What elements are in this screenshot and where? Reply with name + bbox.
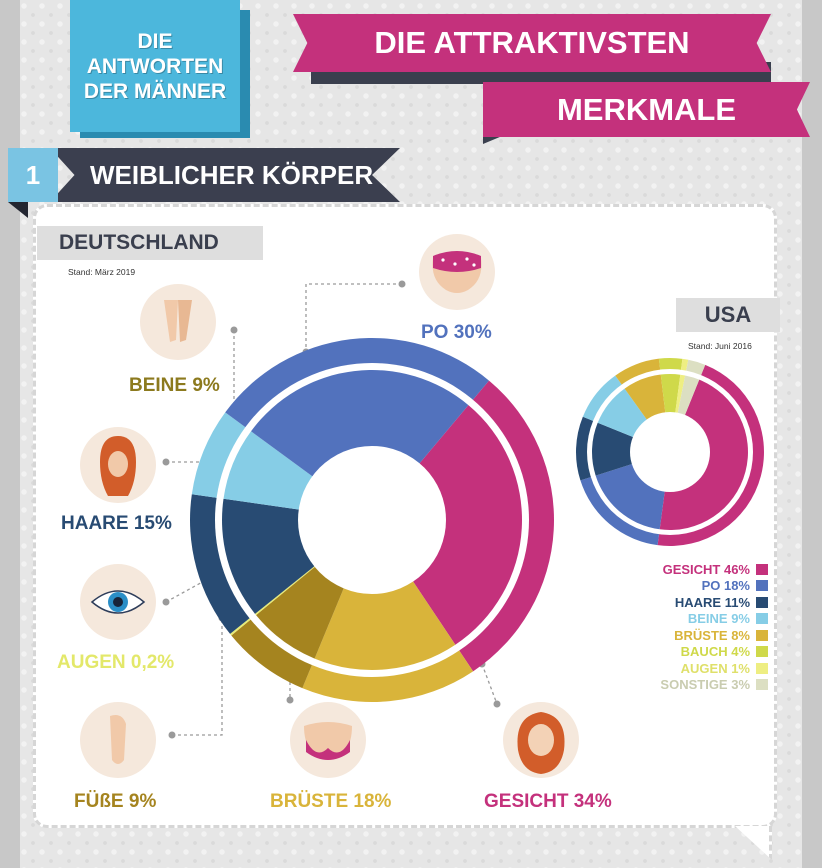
legend-label: BRÜSTE 8% [674,627,750,643]
answers-badge: DIE ANTWORTEN DER MÄNNER [70,0,250,138]
eye-icon [80,564,156,640]
legend-label: AUGEN 1% [680,660,750,676]
label-haare: HAARE 15% [61,513,172,534]
label-po: PO 30% [421,322,492,343]
legend-item-brüste: BRÜSTE 8% [612,627,768,644]
chart-subtitle-deutschland: Stand: März 2019 [68,267,136,277]
legend-item-gesicht: GESICHT 46% [612,561,768,578]
legend-item-augen: AUGEN 1% [612,660,768,677]
legend-label: PO 18% [701,578,750,594]
frame-left [0,0,20,868]
chest-icon [290,702,366,778]
chart-title-usa: USA [676,298,780,332]
connector-lines [165,283,498,736]
chart-subtitle-usa: Stand: Juni 2016 [688,341,752,351]
label-beine: BEINE 9% [129,375,220,396]
legend-label: HAARE 11% [674,594,750,610]
de-inner-slice-brüste [314,520,456,670]
legend-swatch [756,596,768,608]
legend-item-bauch: BAUCH 4% [612,644,768,661]
title-banner-bottom: MERKMALE [483,82,810,144]
legend-label: BEINE 9% [687,611,750,627]
us-donut-hole [630,412,710,492]
section-label: WEIBLICHER KÖRPER 1 [8,148,400,224]
legend-item-sonstige: SONSTIGE 3% [612,677,768,694]
section-number: 1 [8,148,58,202]
frame-right [802,0,822,868]
answers-badge-text: DIE ANTWORTEN DER MÄNNER [83,29,227,103]
legend-label: BAUCH 4% [680,644,750,660]
page-title-line2: MERKMALE [483,82,810,137]
legend-item-haare: HAARE 11% [612,594,768,611]
de-inner-slice-gesicht [372,405,523,645]
label-augen: AUGEN 0,2% [57,652,175,673]
foot-icon [80,702,156,778]
buttocks-icon [419,234,495,310]
legend-swatch [756,662,768,674]
legend-item-beine: BEINE 9% [612,611,768,628]
de-inner-slice-po [251,369,469,520]
legend-label: SONSTIGE 3% [660,677,750,693]
face-icon [503,702,579,778]
legs-icon [140,284,216,360]
legend-swatch [756,580,768,592]
title-banner-top: DIE ATTRAKTIVSTEN [293,14,771,84]
page-title-line1: DIE ATTRAKTIVSTEN [293,14,771,72]
chart-title-deutschland: DEUTSCHLAND [37,226,263,260]
section-title: WEIBLICHER KÖRPER [50,148,400,202]
legend-swatch [756,629,768,641]
legend-label: GESICHT 46% [662,561,750,577]
hair-icon [80,427,156,503]
legend-swatch [756,646,768,658]
legend-swatch [756,563,768,575]
legend-swatch [756,613,768,625]
label-gesicht: GESICHT 34% [484,791,612,812]
label-fuesse: FÜßE 9% [74,791,157,812]
legend-swatch [756,679,768,691]
label-brueste: BRÜSTE 18% [270,791,392,812]
legend-item-po: PO 18% [612,578,768,595]
de-donut-hole [298,446,446,594]
usa-legend: GESICHT 46% PO 18% HAARE 11% BEINE 9% BRÜSTE… [612,561,768,693]
